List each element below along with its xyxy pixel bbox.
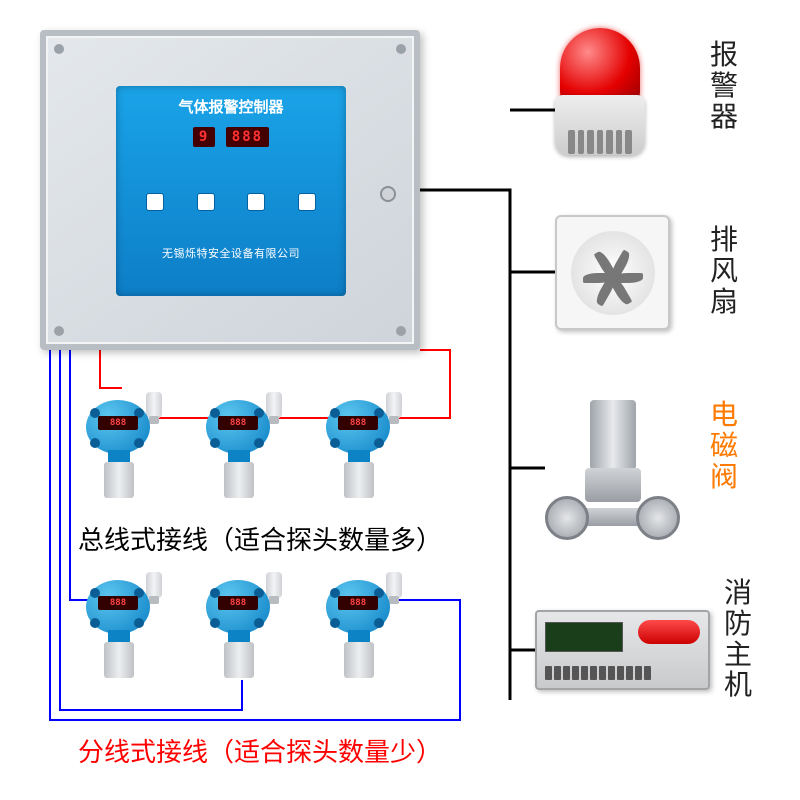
panel-buttons (116, 193, 346, 211)
caption-star: 分线式接线（适合探头数量少） (78, 732, 442, 769)
exhaust-fan (555, 215, 670, 330)
caption-bus: 总线式接线（适合探头数量多） (78, 520, 442, 557)
company-label: 无锡烁特安全设备有限公司 (116, 245, 346, 261)
detector-bus-1: 888 (80, 400, 166, 500)
panel-title: 气体报警控制器 (116, 96, 346, 117)
label-firehost: 消防主机 (722, 578, 754, 701)
alarm-vent (568, 130, 632, 154)
fire-host (535, 610, 710, 690)
lock-icon (380, 186, 396, 202)
label-valve: 电磁阀 (708, 400, 740, 492)
detector-bus-2: 888 (200, 400, 286, 500)
label-alarm: 报警器 (708, 40, 740, 132)
seg-display-right: 888 (226, 127, 269, 147)
label-fan: 排风扇 (708, 225, 740, 317)
gas-alarm-controller: 气体报警控制器 9 888 无锡烁特安全设备有限公司 (40, 30, 420, 350)
phone-icon (638, 620, 700, 644)
controller-panel: 气体报警控制器 9 888 无锡烁特安全设备有限公司 (116, 86, 346, 296)
detector-star-1: 888 (80, 580, 166, 680)
solenoid-valve (545, 390, 680, 540)
detector-star-3: 888 (320, 580, 406, 680)
seg-display-left: 9 (193, 127, 215, 147)
detector-bus-3: 888 (320, 400, 406, 500)
detector-star-2: 888 (200, 580, 286, 680)
